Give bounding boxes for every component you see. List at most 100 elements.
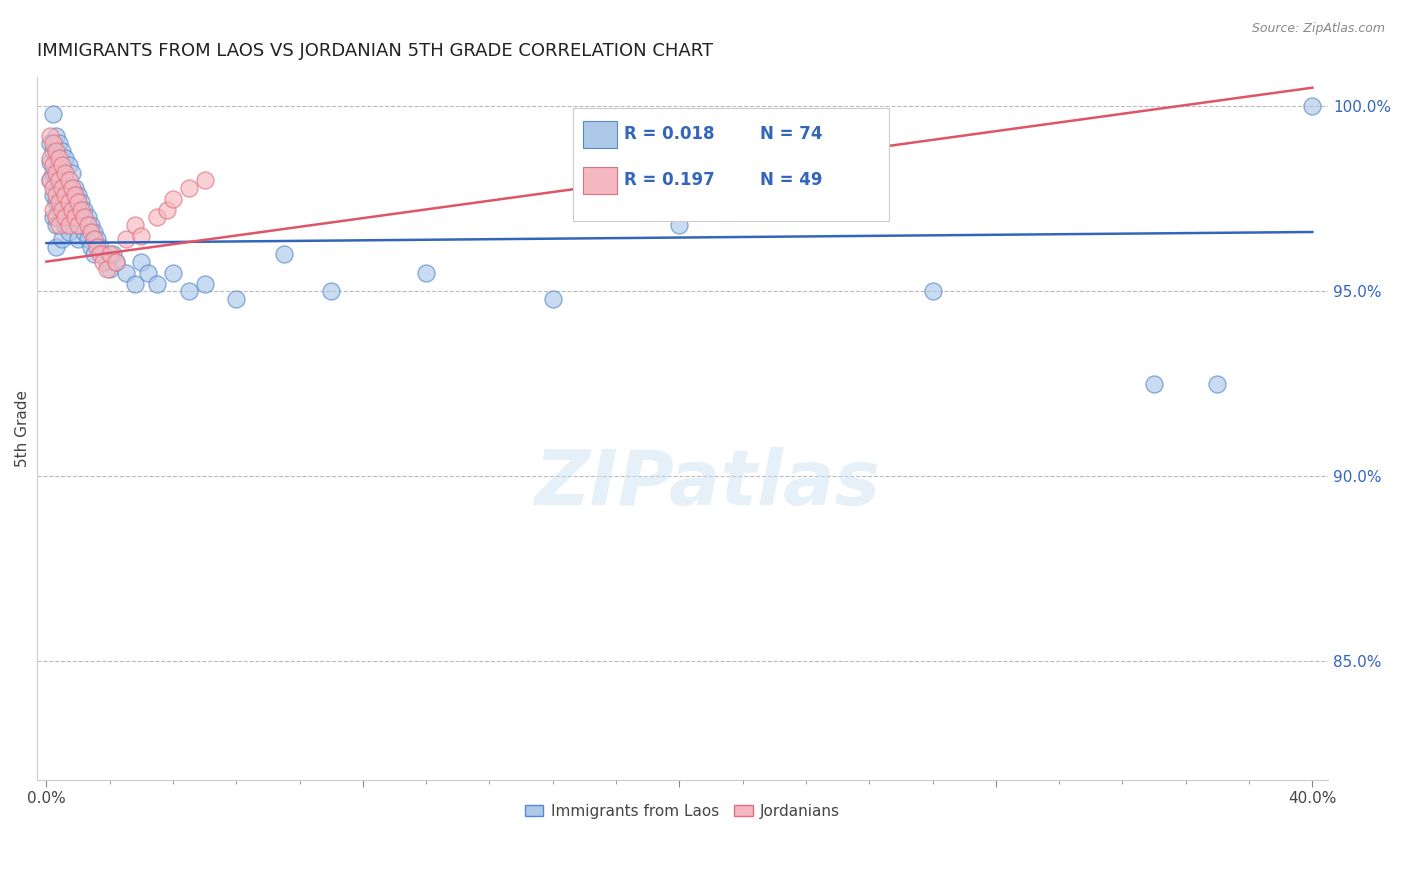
Point	[58, 218, 80, 232]
Point	[541, 292, 564, 306]
Point	[96, 262, 118, 277]
Point	[162, 266, 184, 280]
Point	[60, 180, 83, 194]
Point	[51, 232, 73, 246]
Point	[45, 218, 67, 232]
Point	[668, 218, 690, 232]
Point	[42, 188, 65, 202]
Point	[114, 266, 136, 280]
Point	[45, 144, 67, 158]
Point	[73, 225, 96, 239]
Point	[67, 218, 90, 232]
Point	[105, 254, 128, 268]
Point	[321, 284, 343, 298]
Point	[51, 166, 73, 180]
Point	[225, 292, 247, 306]
Point	[415, 266, 437, 280]
Point	[45, 173, 67, 187]
Point	[1143, 376, 1166, 391]
Point	[42, 166, 65, 180]
Point	[51, 210, 73, 224]
Text: N = 49: N = 49	[761, 171, 823, 189]
Point	[48, 180, 70, 194]
Point	[38, 136, 60, 151]
Point	[124, 218, 146, 232]
Point	[60, 188, 83, 202]
Point	[51, 158, 73, 172]
Point	[1301, 99, 1323, 113]
Point	[55, 195, 77, 210]
Point	[38, 173, 60, 187]
Point	[131, 228, 153, 243]
Point	[45, 195, 67, 210]
Point	[194, 277, 217, 291]
Point	[51, 144, 73, 158]
Point	[42, 210, 65, 224]
Point	[76, 218, 98, 232]
Point	[60, 166, 83, 180]
Text: R = 0.018: R = 0.018	[624, 125, 714, 144]
Point	[83, 247, 105, 261]
Point	[76, 232, 98, 246]
Point	[136, 266, 159, 280]
Point	[1206, 376, 1229, 391]
Point	[38, 128, 60, 143]
Point	[42, 158, 65, 172]
Point	[45, 166, 67, 180]
Point	[38, 151, 60, 165]
Legend: Immigrants from Laos, Jordanians: Immigrants from Laos, Jordanians	[519, 797, 846, 825]
Point	[58, 158, 80, 172]
Point	[73, 210, 96, 224]
Point	[63, 202, 86, 217]
Point	[48, 158, 70, 172]
Point	[58, 180, 80, 194]
Point	[73, 202, 96, 217]
Point	[96, 254, 118, 268]
Point	[45, 240, 67, 254]
Point	[124, 277, 146, 291]
Point	[70, 195, 93, 210]
Point	[38, 154, 60, 169]
Point	[42, 144, 65, 158]
Point	[80, 240, 103, 254]
FancyBboxPatch shape	[583, 121, 617, 148]
Point	[70, 218, 93, 232]
Point	[42, 136, 65, 151]
Point	[93, 254, 115, 268]
Point	[93, 247, 115, 261]
Point	[86, 240, 108, 254]
Point	[101, 247, 124, 261]
Point	[63, 188, 86, 202]
Point	[48, 151, 70, 165]
Point	[86, 232, 108, 246]
Point	[67, 232, 90, 246]
Point	[55, 173, 77, 187]
Point	[80, 218, 103, 232]
Point	[89, 240, 111, 254]
Text: ZIPatlas: ZIPatlas	[536, 448, 882, 521]
Point	[58, 173, 80, 187]
Point	[131, 254, 153, 268]
Text: Source: ZipAtlas.com: Source: ZipAtlas.com	[1251, 22, 1385, 36]
Point	[51, 188, 73, 202]
Point	[45, 210, 67, 224]
Text: IMMIGRANTS FROM LAOS VS JORDANIAN 5TH GRADE CORRELATION CHART: IMMIGRANTS FROM LAOS VS JORDANIAN 5TH GR…	[37, 42, 713, 60]
Point	[83, 225, 105, 239]
Point	[194, 173, 217, 187]
Point	[55, 166, 77, 180]
Point	[921, 284, 943, 298]
Point	[45, 188, 67, 202]
Text: R = 0.197: R = 0.197	[624, 171, 716, 189]
Point	[55, 151, 77, 165]
Point	[55, 210, 77, 224]
Point	[89, 247, 111, 261]
Point	[51, 202, 73, 217]
Point	[48, 218, 70, 232]
Point	[60, 210, 83, 224]
Point	[58, 202, 80, 217]
Point	[42, 202, 65, 217]
Point	[67, 195, 90, 210]
Point	[177, 284, 200, 298]
Point	[80, 225, 103, 239]
Point	[63, 180, 86, 194]
